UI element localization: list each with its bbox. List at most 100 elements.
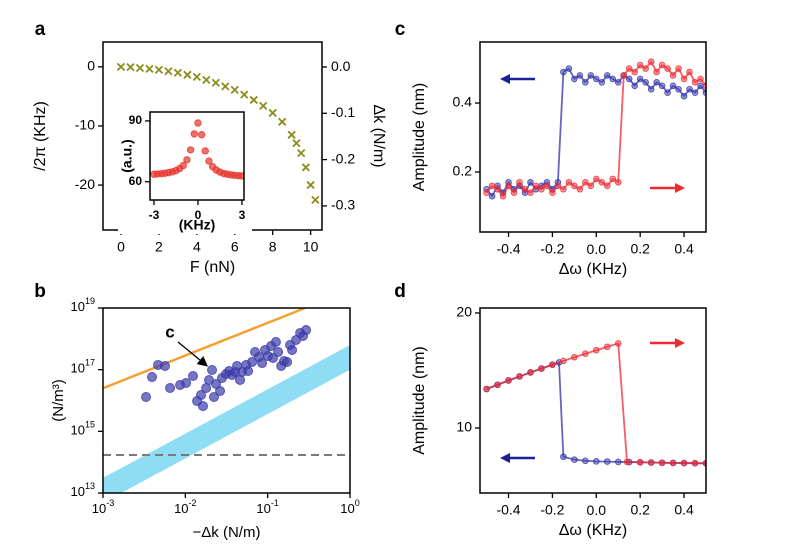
point [257, 358, 268, 369]
point [145, 64, 154, 74]
tick-label: 0.2 [453, 163, 473, 179]
point [287, 130, 296, 139]
tick-label: 0.4 [674, 241, 694, 257]
point [192, 72, 201, 82]
point [582, 350, 589, 357]
tick-label: -3 [149, 208, 160, 222]
y-axis-label: (a.u.) [119, 139, 135, 172]
point [658, 459, 666, 467]
tick-label: 1015 [71, 420, 95, 438]
point [642, 65, 649, 72]
axes-frame [149, 111, 245, 201]
point [582, 79, 589, 86]
tick-label: 0.4 [453, 94, 473, 110]
point [592, 175, 600, 183]
point [549, 361, 556, 369]
inset-background [118, 106, 252, 234]
tick-label: 20 [456, 304, 472, 320]
tick-label: 10-3 [92, 498, 114, 516]
tick-label: 90 [129, 113, 143, 127]
point [516, 373, 523, 380]
point [582, 179, 589, 186]
point [301, 325, 312, 336]
tick-label-exponent: -1 [271, 498, 279, 508]
point [543, 182, 551, 190]
point [582, 457, 589, 465]
point [571, 353, 578, 361]
tick-label: -0.4 [496, 502, 520, 518]
point [211, 78, 220, 87]
point [538, 185, 545, 193]
point [273, 347, 284, 358]
point [669, 72, 677, 79]
tick-label: 0.0 [331, 58, 351, 74]
annotation: c [165, 322, 174, 341]
point [560, 453, 567, 461]
direction-arrows [500, 74, 685, 463]
point [680, 92, 688, 100]
panel-label: a [35, 19, 46, 40]
point [483, 385, 490, 393]
point [549, 189, 556, 196]
point [565, 65, 573, 72]
point [653, 79, 660, 86]
sweep-arrow-head [500, 74, 510, 84]
point [636, 75, 644, 83]
point [173, 68, 183, 77]
point [278, 117, 287, 126]
point [527, 369, 534, 376]
point [625, 65, 633, 72]
point [565, 179, 573, 186]
point [603, 343, 611, 351]
point [301, 163, 311, 172]
point [126, 62, 135, 72]
point [207, 365, 218, 376]
point [197, 131, 206, 139]
tick-label: 0.2 [630, 241, 650, 257]
point [576, 185, 584, 193]
tick-label-base: 10 [340, 501, 354, 516]
point [270, 337, 281, 348]
point [488, 192, 496, 200]
point [494, 381, 501, 389]
point [623, 458, 631, 466]
point [527, 179, 534, 186]
point [560, 357, 567, 365]
point [587, 72, 595, 79]
point [527, 189, 534, 196]
point [691, 459, 699, 467]
point [675, 85, 682, 93]
sweep-arrow-head [675, 183, 685, 193]
point [560, 185, 567, 193]
point [230, 85, 239, 95]
tick-label: 10 [456, 419, 472, 435]
tick-label: -0.2 [331, 150, 355, 166]
point [675, 65, 682, 72]
tick-label: 0.4 [674, 502, 694, 518]
tick-label: -0.1 [331, 104, 355, 120]
point [306, 180, 315, 190]
point [697, 75, 704, 83]
point [505, 377, 512, 384]
point [499, 192, 507, 200]
point [603, 182, 611, 190]
point [147, 372, 158, 383]
panel-label: d [394, 281, 406, 302]
y-axis-label: Amplitude (nm) [411, 83, 428, 191]
point [141, 391, 152, 402]
point [183, 156, 191, 164]
plot-area [116, 62, 320, 204]
tick-label: -10 [75, 117, 95, 133]
point [205, 157, 213, 165]
tick-label: 1017 [71, 358, 95, 376]
point [680, 459, 688, 467]
plot-area [103, 308, 350, 493]
tick-label: 0.0 [587, 502, 607, 518]
point [268, 108, 277, 118]
tick-label: 3 [239, 208, 246, 222]
tick-label-exponent: 19 [85, 296, 95, 306]
point [311, 195, 320, 204]
point [532, 182, 540, 190]
point [691, 89, 699, 96]
